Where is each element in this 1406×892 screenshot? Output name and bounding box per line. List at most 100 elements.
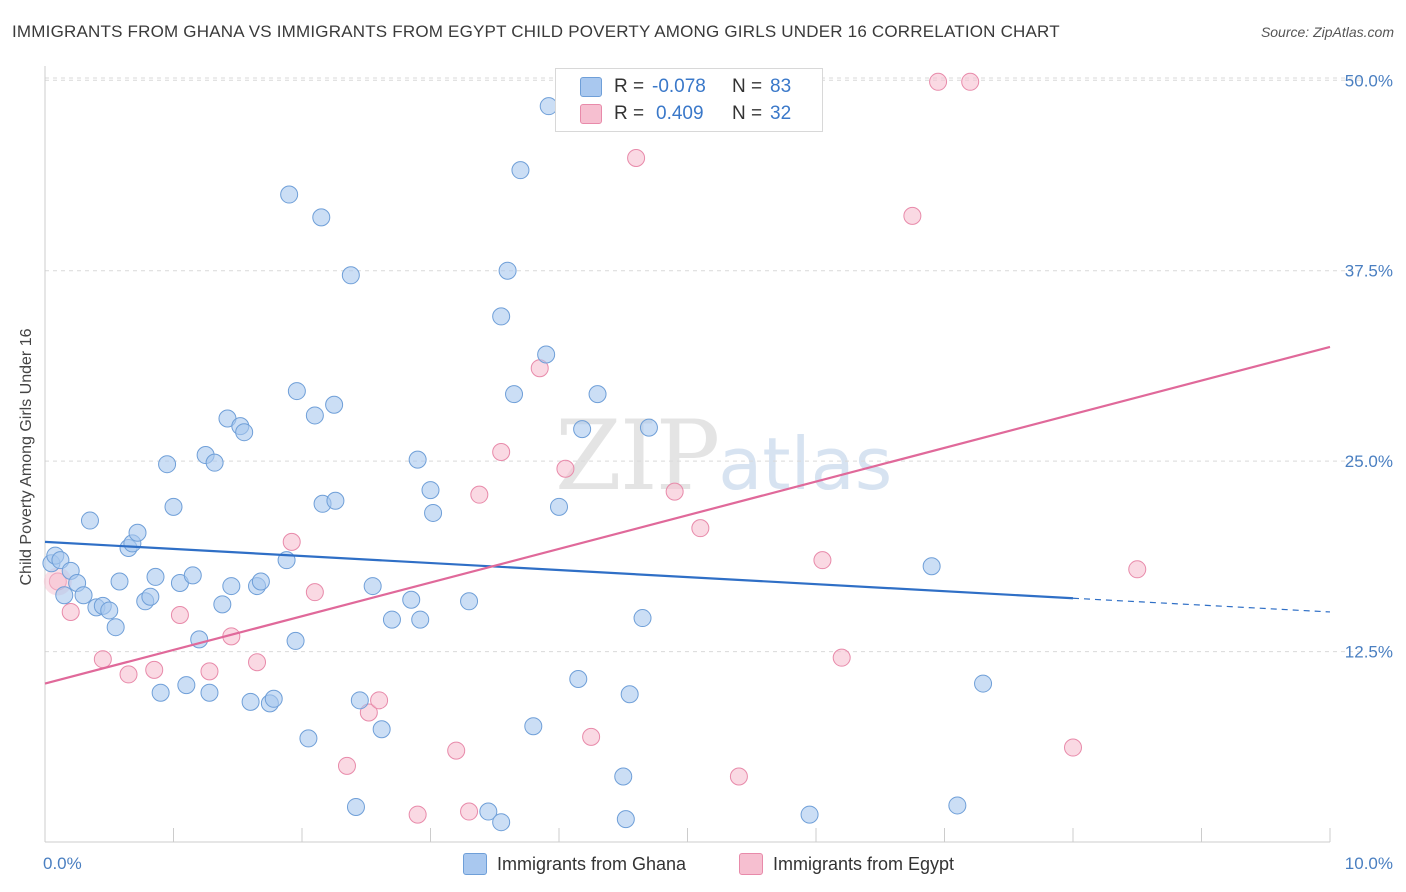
ghana-point <box>524 717 543 736</box>
egypt-point <box>119 665 138 684</box>
ghana-point <box>492 813 511 832</box>
egypt-point <box>305 583 324 602</box>
ghana-point <box>205 453 224 472</box>
ghana-point <box>363 577 382 596</box>
ghana-point <box>264 689 283 708</box>
x-tick-label: 0.0% <box>43 854 82 873</box>
egypt-swatch <box>580 104 602 124</box>
watermark: ZIPatlas <box>555 400 892 512</box>
y-tick-label: 25.0% <box>1345 452 1393 471</box>
ghana-point <box>639 418 658 437</box>
ghana-point <box>492 307 511 326</box>
egypt-point <box>447 741 466 760</box>
y-tick-label: 12.5% <box>1345 643 1393 662</box>
source-credit: Source: ZipAtlas.com <box>1260 24 1394 40</box>
egypt-point <box>370 691 389 710</box>
egypt-point <box>200 662 219 681</box>
bottom-egypt-label: Immigrants from Egypt <box>773 853 955 874</box>
ghana-point <box>305 406 324 425</box>
ghana-point <box>588 385 607 404</box>
ghana-r-value: -0.078 <box>652 76 706 97</box>
ghana-point <box>460 592 479 611</box>
ghana-point <box>287 382 306 401</box>
ghana-point <box>346 797 365 816</box>
egypt-point <box>1128 560 1147 579</box>
egypt-point <box>582 727 601 746</box>
egypt-point <box>93 650 112 669</box>
ghana-swatch <box>580 77 602 97</box>
ghana-point <box>164 497 183 516</box>
egypt-point <box>813 551 832 570</box>
egypt-r-label: R = <box>614 103 645 124</box>
ghana-point <box>800 805 819 824</box>
egypt-point <box>170 606 189 625</box>
ghana-n-label: N = <box>732 76 763 97</box>
ghana-point <box>614 767 633 786</box>
ghana-point <box>151 683 170 702</box>
watermark-atlas: atlas <box>718 422 893 506</box>
ghana-point <box>411 610 430 629</box>
ghana-point <box>424 503 443 522</box>
ghana-trend-line <box>44 540 1074 600</box>
bottom-legend-ghana: Immigrants from Ghana <box>463 852 686 876</box>
egypt-point <box>408 805 427 824</box>
ghana-point <box>110 572 129 591</box>
egypt-point <box>691 519 710 538</box>
ghana-point <box>341 266 360 285</box>
ghana-point <box>382 610 401 629</box>
ghana-point <box>299 729 318 748</box>
ghana-point <box>550 497 568 516</box>
egypt-point <box>492 443 511 461</box>
egypt-n-label: N = <box>732 103 763 124</box>
ghana-point <box>100 601 119 620</box>
ghana-point <box>372 720 391 739</box>
ghana-point <box>537 345 556 364</box>
bottom-ghana-label: Immigrants from Ghana <box>497 853 687 874</box>
ghana-point <box>325 395 344 414</box>
ghana-point <box>974 674 993 693</box>
egypt-point <box>627 148 646 167</box>
ghana-point <box>200 683 219 702</box>
ghana-point <box>350 691 369 710</box>
bottom-egypt-swatch <box>739 853 763 875</box>
egypt-point <box>729 767 748 786</box>
ghana-point <box>620 685 639 704</box>
ghana-point <box>573 420 592 439</box>
egypt-point <box>470 485 489 504</box>
ghana-point <box>402 590 421 609</box>
ghana-point <box>922 557 941 576</box>
egypt-point <box>61 602 80 621</box>
axes <box>44 66 1331 843</box>
ghana-point <box>141 587 160 606</box>
egypt-point <box>903 206 922 225</box>
ghana-n-value: 83 <box>770 76 792 97</box>
ghana-point <box>286 631 305 650</box>
watermark-zip: ZIP <box>555 400 720 512</box>
correlation-legend: R = -0.078 N = 83 R = 0.409 N = 32 <box>555 68 823 132</box>
ghana-point <box>158 455 177 474</box>
egypt-point <box>359 703 378 722</box>
ghana-point <box>213 595 232 614</box>
ghana-point <box>569 669 588 688</box>
egypt-point <box>832 648 851 667</box>
egypt-n-value: 32 <box>770 103 792 124</box>
egypt-points <box>43 72 1147 824</box>
ghana-point <box>479 802 498 821</box>
ghana-point <box>222 577 241 596</box>
egypt-point <box>961 72 980 91</box>
ghana-point <box>505 385 524 404</box>
egypt-point <box>1064 738 1082 757</box>
ghana-point <box>633 609 652 628</box>
ghana-point <box>55 586 74 605</box>
ghana-point <box>312 208 331 227</box>
y-tick-label: 37.5% <box>1345 262 1393 281</box>
ghana-point <box>251 572 270 591</box>
ghana-point <box>280 185 299 204</box>
ghana-point <box>498 261 517 280</box>
ghana-point <box>80 511 99 530</box>
egypt-point <box>337 756 356 775</box>
trend-lines <box>44 345 1331 685</box>
egypt-point <box>282 532 301 551</box>
ghana-point <box>616 810 635 829</box>
